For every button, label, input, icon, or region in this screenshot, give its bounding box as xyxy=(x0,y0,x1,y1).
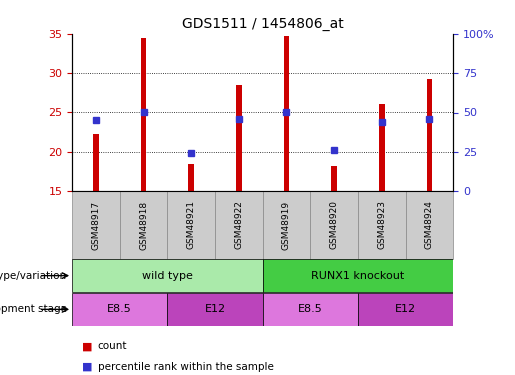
Bar xyxy=(263,191,310,259)
Bar xyxy=(141,39,146,191)
Text: percentile rank within the sample: percentile rank within the sample xyxy=(98,362,274,372)
Text: GSM48922: GSM48922 xyxy=(234,201,243,249)
Bar xyxy=(119,191,167,259)
Bar xyxy=(167,191,215,259)
Bar xyxy=(426,79,432,191)
Text: E12: E12 xyxy=(204,304,226,314)
Bar xyxy=(358,293,453,326)
Title: GDS1511 / 1454806_at: GDS1511 / 1454806_at xyxy=(182,17,344,32)
Bar xyxy=(215,191,263,259)
Text: GSM48917: GSM48917 xyxy=(92,200,100,250)
Bar xyxy=(236,85,242,191)
Text: RUNX1 knockout: RUNX1 knockout xyxy=(311,271,405,280)
Text: E8.5: E8.5 xyxy=(298,304,323,314)
Bar xyxy=(188,164,194,191)
Bar xyxy=(72,191,119,259)
Bar xyxy=(310,191,358,259)
Text: ■: ■ xyxy=(82,341,93,351)
Text: genotype/variation: genotype/variation xyxy=(0,271,67,280)
Text: E8.5: E8.5 xyxy=(107,304,132,314)
Bar xyxy=(405,191,453,259)
Text: wild type: wild type xyxy=(142,271,193,280)
Bar xyxy=(72,293,167,326)
Text: GSM48918: GSM48918 xyxy=(139,200,148,250)
Bar xyxy=(72,260,263,292)
Text: E12: E12 xyxy=(395,304,416,314)
Bar xyxy=(263,293,358,326)
Text: count: count xyxy=(98,341,127,351)
Text: ■: ■ xyxy=(82,362,93,372)
Text: GSM48923: GSM48923 xyxy=(377,201,386,249)
Bar xyxy=(93,134,99,191)
Text: GSM48924: GSM48924 xyxy=(425,201,434,249)
Bar xyxy=(331,166,337,191)
Text: development stage: development stage xyxy=(0,304,67,314)
Bar xyxy=(167,293,263,326)
Text: GSM48920: GSM48920 xyxy=(330,201,338,249)
Bar xyxy=(284,36,289,191)
Bar xyxy=(358,191,405,259)
Text: GSM48921: GSM48921 xyxy=(187,201,196,249)
Bar xyxy=(379,104,385,191)
Text: GSM48919: GSM48919 xyxy=(282,200,291,250)
Bar xyxy=(263,260,453,292)
